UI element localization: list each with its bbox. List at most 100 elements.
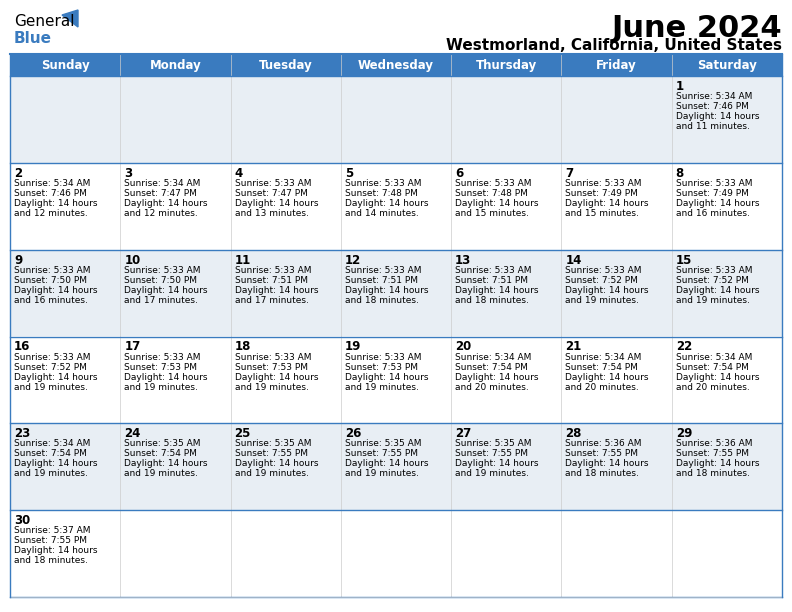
Text: 21: 21: [565, 340, 581, 354]
Text: Sunrise: 5:33 AM: Sunrise: 5:33 AM: [124, 353, 201, 362]
Text: Daylight: 14 hours: Daylight: 14 hours: [124, 286, 208, 294]
Text: Sunset: 7:50 PM: Sunset: 7:50 PM: [14, 275, 87, 285]
Text: and 18 minutes.: and 18 minutes.: [455, 296, 529, 305]
Text: Monday: Monday: [150, 59, 201, 72]
Text: Daylight: 14 hours: Daylight: 14 hours: [676, 460, 760, 468]
Text: and 19 minutes.: and 19 minutes.: [124, 469, 198, 479]
Text: Daylight: 14 hours: Daylight: 14 hours: [565, 373, 649, 381]
Text: 8: 8: [676, 167, 684, 180]
Text: 13: 13: [455, 253, 471, 267]
Text: and 20 minutes.: and 20 minutes.: [676, 382, 749, 392]
Text: Sunset: 7:53 PM: Sunset: 7:53 PM: [345, 362, 418, 371]
Text: and 12 minutes.: and 12 minutes.: [124, 209, 198, 218]
Bar: [10, 54, 782, 76]
Text: Sunset: 7:52 PM: Sunset: 7:52 PM: [14, 362, 87, 371]
Text: and 13 minutes.: and 13 minutes.: [234, 209, 308, 218]
Text: Sunrise: 5:35 AM: Sunrise: 5:35 AM: [124, 439, 201, 449]
Text: Daylight: 14 hours: Daylight: 14 hours: [234, 199, 318, 208]
Text: Sunset: 7:52 PM: Sunset: 7:52 PM: [676, 275, 748, 285]
Text: 20: 20: [455, 340, 471, 354]
Text: Daylight: 14 hours: Daylight: 14 hours: [565, 199, 649, 208]
Text: Sunset: 7:49 PM: Sunset: 7:49 PM: [565, 189, 638, 198]
Bar: [10, 76, 782, 163]
Text: 19: 19: [345, 340, 361, 354]
Text: Sunrise: 5:33 AM: Sunrise: 5:33 AM: [345, 353, 421, 362]
Text: 17: 17: [124, 340, 140, 354]
Text: Daylight: 14 hours: Daylight: 14 hours: [14, 546, 97, 555]
Text: Daylight: 14 hours: Daylight: 14 hours: [565, 286, 649, 294]
Text: Daylight: 14 hours: Daylight: 14 hours: [455, 286, 539, 294]
Text: Daylight: 14 hours: Daylight: 14 hours: [14, 286, 97, 294]
Text: Sunrise: 5:33 AM: Sunrise: 5:33 AM: [565, 179, 642, 188]
Text: Sunset: 7:55 PM: Sunset: 7:55 PM: [14, 536, 87, 545]
Text: Sunset: 7:55 PM: Sunset: 7:55 PM: [234, 449, 307, 458]
Text: Sunrise: 5:34 AM: Sunrise: 5:34 AM: [676, 353, 752, 362]
Text: Daylight: 14 hours: Daylight: 14 hours: [455, 199, 539, 208]
Text: 9: 9: [14, 253, 22, 267]
Text: and 19 minutes.: and 19 minutes.: [124, 382, 198, 392]
Text: Sunrise: 5:33 AM: Sunrise: 5:33 AM: [345, 266, 421, 275]
Text: Daylight: 14 hours: Daylight: 14 hours: [14, 373, 97, 381]
Text: Sunrise: 5:34 AM: Sunrise: 5:34 AM: [124, 179, 200, 188]
Text: 14: 14: [565, 253, 582, 267]
Text: Daylight: 14 hours: Daylight: 14 hours: [676, 286, 760, 294]
Text: and 18 minutes.: and 18 minutes.: [565, 469, 639, 479]
Text: Sunrise: 5:34 AM: Sunrise: 5:34 AM: [455, 353, 531, 362]
Text: Sunrise: 5:34 AM: Sunrise: 5:34 AM: [565, 353, 642, 362]
Text: Sunset: 7:46 PM: Sunset: 7:46 PM: [14, 189, 87, 198]
Text: Daylight: 14 hours: Daylight: 14 hours: [455, 460, 539, 468]
Text: Sunset: 7:51 PM: Sunset: 7:51 PM: [455, 275, 528, 285]
Text: Daylight: 14 hours: Daylight: 14 hours: [565, 460, 649, 468]
Text: Sunset: 7:49 PM: Sunset: 7:49 PM: [676, 189, 748, 198]
Text: 15: 15: [676, 253, 692, 267]
Text: and 19 minutes.: and 19 minutes.: [565, 296, 639, 305]
Text: 4: 4: [234, 167, 243, 180]
Text: Sunrise: 5:33 AM: Sunrise: 5:33 AM: [14, 353, 90, 362]
Text: Sunrise: 5:33 AM: Sunrise: 5:33 AM: [676, 266, 752, 275]
Text: 18: 18: [234, 340, 251, 354]
Text: Daylight: 14 hours: Daylight: 14 hours: [234, 460, 318, 468]
Text: and 14 minutes.: and 14 minutes.: [345, 209, 419, 218]
Text: and 19 minutes.: and 19 minutes.: [14, 382, 88, 392]
Text: Sunset: 7:55 PM: Sunset: 7:55 PM: [676, 449, 748, 458]
Text: Sunset: 7:50 PM: Sunset: 7:50 PM: [124, 275, 197, 285]
Bar: [10, 337, 782, 424]
Text: Sunset: 7:47 PM: Sunset: 7:47 PM: [234, 189, 307, 198]
Text: Sunset: 7:51 PM: Sunset: 7:51 PM: [234, 275, 307, 285]
Text: Sunset: 7:54 PM: Sunset: 7:54 PM: [124, 449, 197, 458]
Text: Sunrise: 5:37 AM: Sunrise: 5:37 AM: [14, 526, 90, 535]
Text: Daylight: 14 hours: Daylight: 14 hours: [345, 373, 428, 381]
Text: Sunrise: 5:33 AM: Sunrise: 5:33 AM: [234, 179, 311, 188]
Text: 26: 26: [345, 427, 361, 440]
Text: and 19 minutes.: and 19 minutes.: [345, 469, 419, 479]
Text: Sunset: 7:54 PM: Sunset: 7:54 PM: [676, 362, 748, 371]
Text: Daylight: 14 hours: Daylight: 14 hours: [345, 199, 428, 208]
Text: 16: 16: [14, 340, 30, 354]
Text: Sunset: 7:48 PM: Sunset: 7:48 PM: [345, 189, 417, 198]
Text: Sunset: 7:55 PM: Sunset: 7:55 PM: [345, 449, 418, 458]
Text: 2: 2: [14, 167, 22, 180]
Text: and 18 minutes.: and 18 minutes.: [345, 296, 419, 305]
Text: Sunrise: 5:34 AM: Sunrise: 5:34 AM: [676, 92, 752, 101]
Text: Sunset: 7:54 PM: Sunset: 7:54 PM: [455, 362, 528, 371]
Text: and 19 minutes.: and 19 minutes.: [455, 469, 529, 479]
Text: Daylight: 14 hours: Daylight: 14 hours: [14, 199, 97, 208]
Text: and 15 minutes.: and 15 minutes.: [455, 209, 529, 218]
Text: Sunday: Sunday: [40, 59, 89, 72]
Text: Sunrise: 5:35 AM: Sunrise: 5:35 AM: [345, 439, 421, 449]
Text: Saturday: Saturday: [697, 59, 757, 72]
Text: 10: 10: [124, 253, 140, 267]
Text: Daylight: 14 hours: Daylight: 14 hours: [345, 286, 428, 294]
Text: Friday: Friday: [596, 59, 637, 72]
Text: Sunrise: 5:33 AM: Sunrise: 5:33 AM: [676, 179, 752, 188]
Text: Sunset: 7:53 PM: Sunset: 7:53 PM: [234, 362, 307, 371]
Text: and 20 minutes.: and 20 minutes.: [565, 382, 639, 392]
Text: Thursday: Thursday: [476, 59, 537, 72]
Bar: [10, 163, 782, 250]
Text: Sunrise: 5:33 AM: Sunrise: 5:33 AM: [124, 266, 201, 275]
Text: Sunset: 7:51 PM: Sunset: 7:51 PM: [345, 275, 418, 285]
Text: Westmorland, California, United States: Westmorland, California, United States: [446, 38, 782, 53]
Text: Blue: Blue: [14, 31, 52, 46]
Text: Sunset: 7:47 PM: Sunset: 7:47 PM: [124, 189, 197, 198]
Text: Sunrise: 5:36 AM: Sunrise: 5:36 AM: [565, 439, 642, 449]
